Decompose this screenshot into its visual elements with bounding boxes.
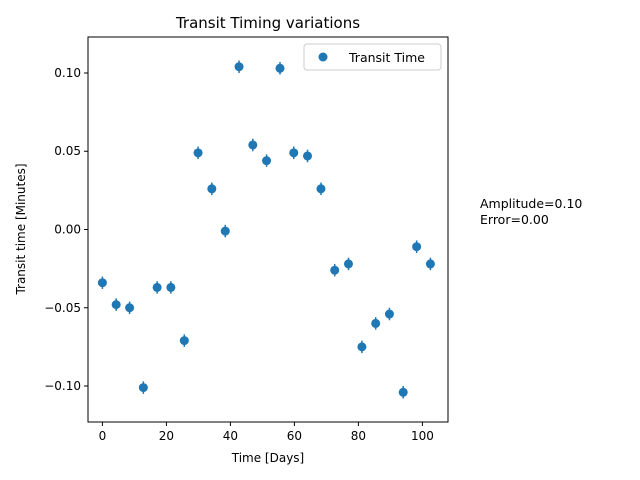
x-tick-label: 40 <box>223 429 238 443</box>
x-axis: 0 20 40 60 80 100 <box>99 422 434 443</box>
x-tick-label: 100 <box>411 429 434 443</box>
data-point <box>166 282 176 292</box>
legend-box <box>303 43 442 71</box>
data-point <box>343 259 353 269</box>
data-point <box>425 259 435 269</box>
data-point <box>138 383 148 393</box>
data-point <box>193 148 203 158</box>
x-tick-label: 80 <box>351 429 366 443</box>
plot-area <box>87 36 449 423</box>
chart-title: Transit Timing variations <box>175 14 360 32</box>
legend-label: Transit Time <box>348 50 425 65</box>
y-axis-label: Transit time [Minutes] <box>14 163 28 295</box>
data-point <box>111 300 121 310</box>
amplitude-annotation: Amplitude=0.10 <box>480 196 582 211</box>
x-tick-label: 0 <box>99 429 107 443</box>
data-point <box>152 282 162 292</box>
error-annotation: Error=0.00 <box>480 212 549 227</box>
data-point <box>289 148 299 158</box>
data-point <box>262 156 272 166</box>
data-point <box>179 336 189 346</box>
y-tick-label: 0.00 <box>54 223 81 237</box>
data-point <box>384 309 394 319</box>
y-tick-label: 0.10 <box>54 66 81 80</box>
y-tick-label: −0.10 <box>44 379 81 393</box>
data-point <box>97 278 107 288</box>
data-point <box>412 242 422 252</box>
data-point <box>330 265 340 275</box>
legend: Transit Time <box>303 43 442 71</box>
data-point <box>357 342 367 352</box>
data-point <box>371 318 381 328</box>
data-point <box>275 63 285 73</box>
legend-marker <box>318 52 328 62</box>
data-point <box>398 387 408 397</box>
data-point <box>303 151 313 161</box>
y-axis: −0.10 −0.05 0.00 0.05 0.10 <box>44 66 88 393</box>
data-point <box>125 303 135 313</box>
y-tick-label: −0.05 <box>44 301 81 315</box>
data-point <box>248 140 258 150</box>
data-point <box>207 184 217 194</box>
data-point <box>234 62 244 72</box>
x-tick-label: 60 <box>287 429 302 443</box>
x-tick-label: 20 <box>159 429 174 443</box>
y-tick-label: 0.05 <box>54 144 81 158</box>
data-point <box>316 184 326 194</box>
data-points <box>97 60 435 399</box>
x-axis-label: Time [Days] <box>231 451 305 465</box>
data-point <box>220 226 230 236</box>
